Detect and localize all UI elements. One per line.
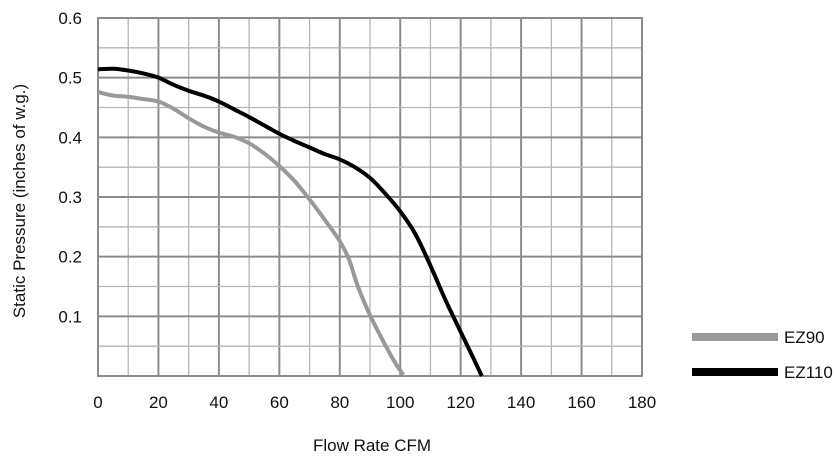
plot-frame xyxy=(97,17,643,377)
plot-border xyxy=(97,17,643,377)
y-tick-label: 0.6 xyxy=(58,9,82,28)
x-tick-label: 160 xyxy=(567,393,595,412)
x-tick-label: 60 xyxy=(270,393,289,412)
series-layer xyxy=(97,66,484,377)
y-tick-label: 0.3 xyxy=(58,188,82,207)
legend-label-ez110: EZ110 xyxy=(784,363,833,382)
y-axis-label: Static Pressure (inches of w.g.) xyxy=(10,84,29,318)
legend-label-ez90: EZ90 xyxy=(784,328,825,347)
grid xyxy=(97,17,643,377)
y-axis-ticks: 0.1 0.2 0.3 0.4 0.5 0.6 xyxy=(58,9,82,326)
x-tick-label: 120 xyxy=(446,393,474,412)
x-tick-label: 100 xyxy=(386,393,414,412)
series-line-ez110 xyxy=(97,66,484,377)
y-tick-label: 0.5 xyxy=(58,69,82,88)
x-tick-label: 180 xyxy=(628,393,656,412)
x-tick-label: 140 xyxy=(507,393,535,412)
x-tick-label: 0 xyxy=(93,393,102,412)
x-axis-label: Flow Rate CFM xyxy=(313,436,431,455)
x-tick-label: 80 xyxy=(330,393,349,412)
y-tick-label: 0.2 xyxy=(58,248,82,267)
x-axis-ticks: 0 20 40 60 80 100 120 140 160 180 xyxy=(93,393,656,412)
x-tick-label: 40 xyxy=(209,393,228,412)
y-tick-label: 0.4 xyxy=(58,128,82,147)
y-tick-label: 0.1 xyxy=(58,307,82,326)
legend: EZ90 EZ110 xyxy=(692,328,833,382)
x-tick-label: 20 xyxy=(149,393,168,412)
series-line-ez90 xyxy=(97,90,405,376)
